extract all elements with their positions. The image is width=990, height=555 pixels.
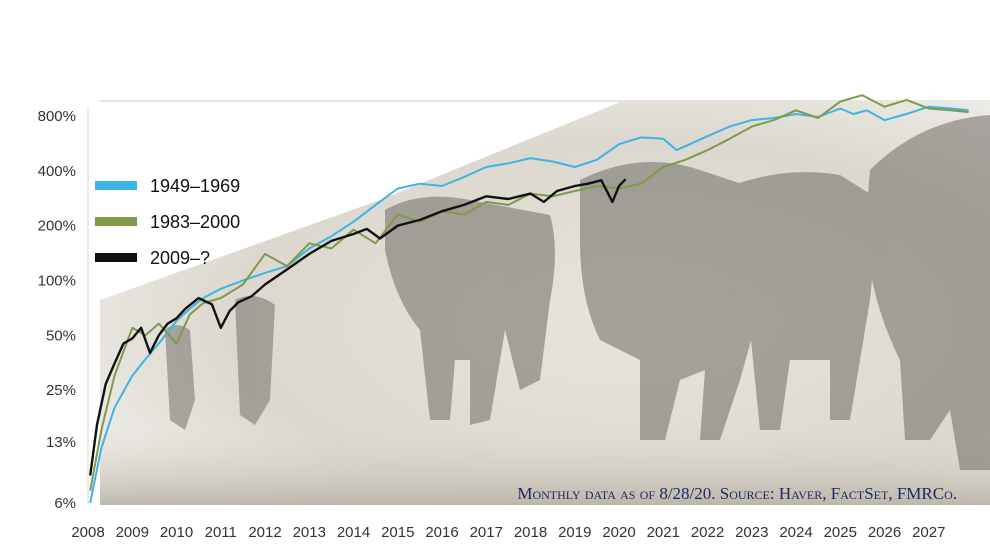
x-tick-label: 2026 bbox=[868, 524, 901, 541]
series-line-0 bbox=[89, 105, 969, 504]
source-note: Monthly data as of 8/28/20. Source: Have… bbox=[517, 484, 957, 503]
x-tick-label: 2018 bbox=[514, 524, 547, 541]
x-tick-label: 2027 bbox=[912, 524, 945, 541]
y-tick-label: 25% bbox=[46, 382, 76, 399]
bull-silhouettes bbox=[385, 115, 990, 470]
x-tick-label: 2019 bbox=[558, 524, 591, 541]
legend-swatch bbox=[95, 253, 137, 262]
legend-label: 1983–2000 bbox=[150, 212, 240, 232]
x-tick-label: 2022 bbox=[691, 524, 724, 541]
x-tick-label: 2014 bbox=[337, 524, 370, 541]
x-tick-label: 2025 bbox=[824, 524, 857, 541]
x-tick-label: 2016 bbox=[425, 524, 458, 541]
x-tick-label: 2020 bbox=[602, 524, 635, 541]
x-tick-label: 2015 bbox=[381, 524, 414, 541]
legend-swatch bbox=[95, 181, 137, 190]
x-tick-label: 2008 bbox=[71, 524, 104, 541]
legend-label: 1949–1969 bbox=[150, 176, 240, 196]
x-tick-label: 2013 bbox=[293, 524, 326, 541]
y-tick-label: 200% bbox=[38, 218, 76, 235]
legend-swatch bbox=[95, 217, 137, 226]
x-tick-label: 2021 bbox=[647, 524, 680, 541]
x-tick-label: 2017 bbox=[470, 524, 503, 541]
y-tick-label: 100% bbox=[38, 272, 76, 289]
x-tick-label: 2023 bbox=[735, 524, 768, 541]
series-line-2 bbox=[89, 178, 627, 476]
x-tick-label: 2011 bbox=[205, 524, 237, 541]
x-axis: 2008 2009 2010 2011 2012 2013 2014 2015 2016 2017… bbox=[71, 524, 945, 541]
y-axis: 6% 13% 25% 50% 100% 200% 400% 800% bbox=[38, 108, 89, 512]
y-tick-label: 800% bbox=[38, 108, 76, 125]
x-tick-label: 2010 bbox=[160, 524, 193, 541]
y-tick-label: 50% bbox=[46, 327, 76, 344]
y-tick-label: 400% bbox=[38, 163, 76, 180]
legend-label: 2009–? bbox=[150, 248, 210, 268]
legend: 1949–1969 1983–2000 2009–? bbox=[95, 176, 240, 268]
x-tick-label: 2024 bbox=[779, 524, 812, 541]
y-tick-label: 6% bbox=[54, 495, 76, 512]
background-photo bbox=[100, 100, 990, 505]
y-tick-label: 13% bbox=[46, 434, 76, 451]
x-tick-label: 2012 bbox=[248, 524, 281, 541]
series-lines bbox=[89, 94, 969, 504]
x-tick-label: 2009 bbox=[116, 524, 149, 541]
series-line-1 bbox=[89, 94, 969, 491]
